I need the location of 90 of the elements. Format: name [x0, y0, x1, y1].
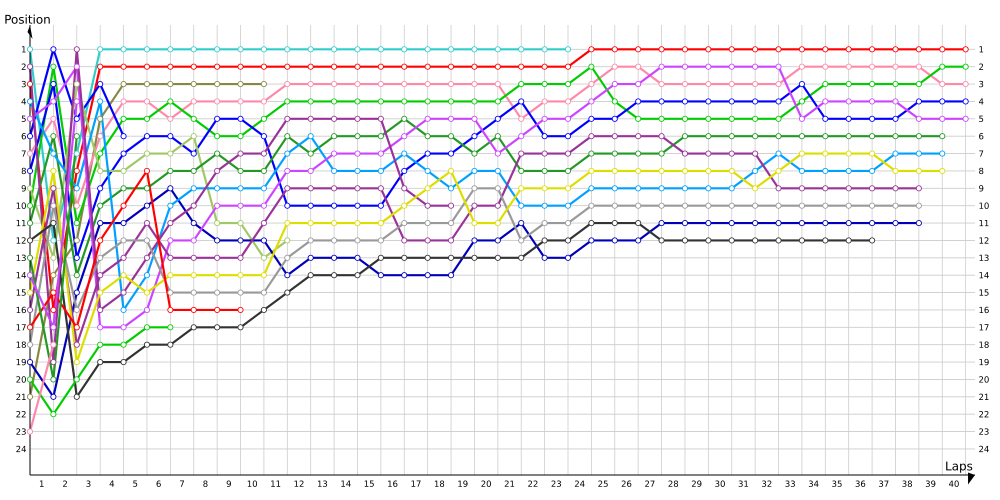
y2-tick-label: 6: [979, 133, 984, 140]
y-tick-label: 13: [16, 254, 26, 262]
y2-tick-label: 10: [979, 202, 989, 209]
x-tick-label: 31: [738, 480, 748, 487]
x-tick-label: 9: [226, 480, 231, 487]
x-tick-label: 20: [481, 480, 491, 487]
y-tick-label: 23: [16, 428, 26, 435]
x-tick-label: 11: [271, 480, 280, 487]
x-tick-label: 24: [574, 480, 585, 487]
x-tick-label: 38: [902, 480, 912, 487]
y-tick-label: 3: [22, 80, 26, 88]
y2-tick-label: 19: [979, 358, 989, 366]
y-tick-label: 22: [16, 411, 26, 418]
x-tick-label: 6: [156, 480, 161, 487]
y2-tick-label: 7: [979, 150, 984, 157]
y2-tick-label: 22: [979, 411, 988, 418]
y2-tick-label: 9: [979, 185, 984, 192]
y2-tick-label: 13: [979, 254, 989, 262]
x-tick-label: 8: [203, 480, 208, 487]
x-tick-label: 16: [388, 480, 398, 487]
y2-tick-label: 14: [979, 272, 989, 278]
x-tick-label: 15: [364, 480, 374, 487]
x-tick-label: 1: [40, 480, 44, 487]
y2-tick-label: 8: [979, 168, 984, 174]
y-tick-label: 17: [16, 324, 26, 330]
x-tick-label: 33: [785, 480, 795, 487]
y-tick-label: 18: [16, 341, 26, 348]
y2-tick-label: 12: [979, 237, 988, 244]
x-tick-label: 23: [552, 480, 562, 487]
y2-tick-label: 5: [979, 116, 984, 122]
y-tick-label: 11: [16, 220, 26, 226]
x-tick-label: 22: [528, 480, 538, 487]
x-tick-label: 21: [504, 480, 514, 487]
y2-tick-label: 2: [979, 64, 984, 70]
x-tick-label: 27: [645, 480, 655, 487]
y-tick-label: 21: [16, 394, 26, 400]
y-tick-label: 9: [22, 185, 26, 192]
y-tick-label: 16: [16, 306, 26, 314]
x-tick-label: 28: [668, 480, 678, 487]
x-axis-title: Laps: [946, 462, 972, 473]
x-tick-label: 4: [110, 480, 114, 487]
x-tick-label: 3: [86, 480, 90, 487]
y2-tick-label: 21: [979, 394, 989, 400]
y2-tick-label: 18: [979, 341, 989, 348]
x-tick-label: 14: [341, 480, 351, 487]
x-tick-label: 39: [926, 480, 936, 487]
y-tick-label: 24: [16, 446, 26, 452]
x-tick-label: 7: [180, 480, 184, 487]
y-tick-label: 12: [16, 237, 26, 244]
x-tick-label: 34: [808, 480, 819, 487]
y-tick-label: 20: [16, 376, 26, 383]
y-tick-label: 19: [16, 358, 26, 366]
x-tick-label: 29: [692, 480, 702, 487]
y2-tick-label: 11: [979, 220, 989, 226]
x-tick-label: 36: [856, 480, 866, 487]
y-tick-label: 14: [16, 272, 26, 278]
y-tick-label: 6: [22, 133, 26, 140]
x-tick-label: 35: [832, 480, 842, 487]
y-tick-label: 15: [16, 289, 26, 296]
x-tick-label: 37: [879, 480, 888, 487]
x-tick-label: 19: [458, 480, 468, 487]
x-tick-label: 18: [434, 480, 444, 487]
x-tick-label: 40: [948, 480, 959, 487]
x-tick-label: 32: [762, 480, 772, 487]
x-tick-label: 5: [133, 480, 138, 487]
x-tick-label: 2: [63, 480, 67, 487]
y-tick-label: 8: [22, 168, 26, 174]
x-tick-label: 17: [412, 480, 421, 487]
y2-tick-label: 4: [978, 98, 984, 105]
y2-tick-label: 17: [979, 324, 989, 330]
x-tick-label: 10: [248, 480, 258, 487]
x-tick-label: 30: [715, 480, 725, 487]
y2-tick-label: 16: [979, 306, 989, 314]
y2-tick-label: 23: [979, 428, 989, 435]
y2-tick-label: 24: [979, 446, 989, 452]
y-tick-label: 10: [16, 202, 26, 209]
y2-tick-label: 15: [979, 289, 989, 296]
y-axis-title: Position: [5, 14, 50, 24]
y2-tick-label: 20: [979, 376, 989, 383]
y2-tick-label: 3: [979, 80, 984, 88]
x-tick-label: 26: [622, 480, 632, 487]
y-tick-label: 5: [22, 116, 26, 122]
y-tick-label: 1: [22, 46, 26, 52]
y-tick-label: 4: [22, 98, 26, 105]
x-tick-label: 13: [318, 480, 328, 487]
x-tick-label: 25: [598, 480, 608, 487]
y-tick-label: 7: [22, 150, 26, 157]
x-tick-label: 12: [294, 480, 304, 487]
y-tick-label: 2: [22, 64, 26, 70]
y2-tick-label: 1: [979, 46, 984, 52]
